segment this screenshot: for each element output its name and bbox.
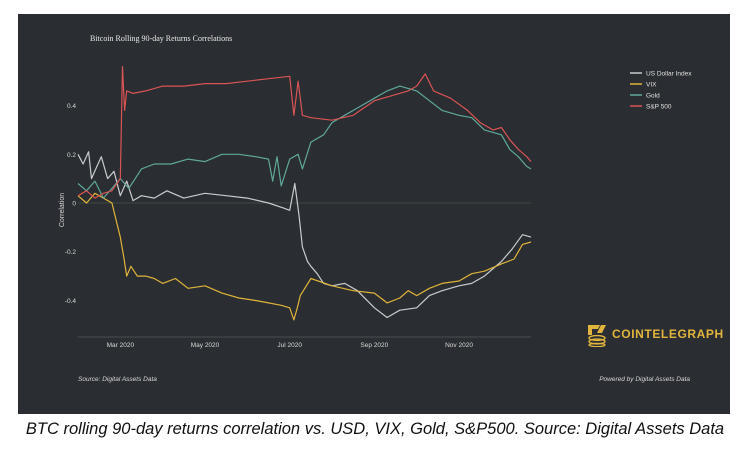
x-tick-label: Nov 2020 [445,342,473,349]
chart-canvas: Bitcoin Rolling 90-day Returns Correlati… [59,34,692,383]
y-tick-label: 0 [72,201,76,208]
legend-label: US Dollar Index [646,71,692,78]
brand-name: COINTELEGRAPH [612,327,724,341]
chart-title: Bitcoin Rolling 90-day Returns Correlati… [90,34,232,43]
y-tick-label: -0.4 [65,298,77,305]
legend-label: S&P 500 [646,104,672,111]
source-note: Source: Digital Assets Data [78,376,157,383]
series-line-2 [77,85,532,199]
y-axis-label: Correlation [59,193,66,227]
y-tick-label: 0.4 [67,103,76,110]
figure-caption: BTC rolling 90-day returns correlation v… [25,420,725,438]
x-tick-label: Mar 2020 [107,342,135,349]
series-line-3 [77,65,532,199]
x-tick-label: May 2020 [191,342,220,349]
x-tick-label: Sep 2020 [360,342,388,349]
legend: US Dollar Index VIX Gold S&P 500 [630,71,692,111]
gridlines [78,202,531,338]
chart-figure: Bitcoin Rolling 90-day Returns Correlati… [18,14,730,414]
legend-label: VIX [646,82,657,89]
series-lines [77,65,532,321]
cointelegraph-logo-icon [588,325,606,347]
series-line-0 [77,151,532,319]
cointelegraph-brand: COINTELEGRAPH [586,321,724,347]
axis-ticks: 0.4 0.2 0 -0.2 -0.4 Mar 2020 May 2020 Jul 2020 S… [65,103,474,349]
y-tick-label: 0.2 [67,152,76,159]
x-tick-label: Jul 2020 [277,342,302,349]
powered-by-note: Powered by Digital Assets Data [599,376,690,383]
y-tick-label: -0.2 [65,249,77,256]
series-line-1 [77,192,532,321]
legend-label: Gold [646,93,660,100]
